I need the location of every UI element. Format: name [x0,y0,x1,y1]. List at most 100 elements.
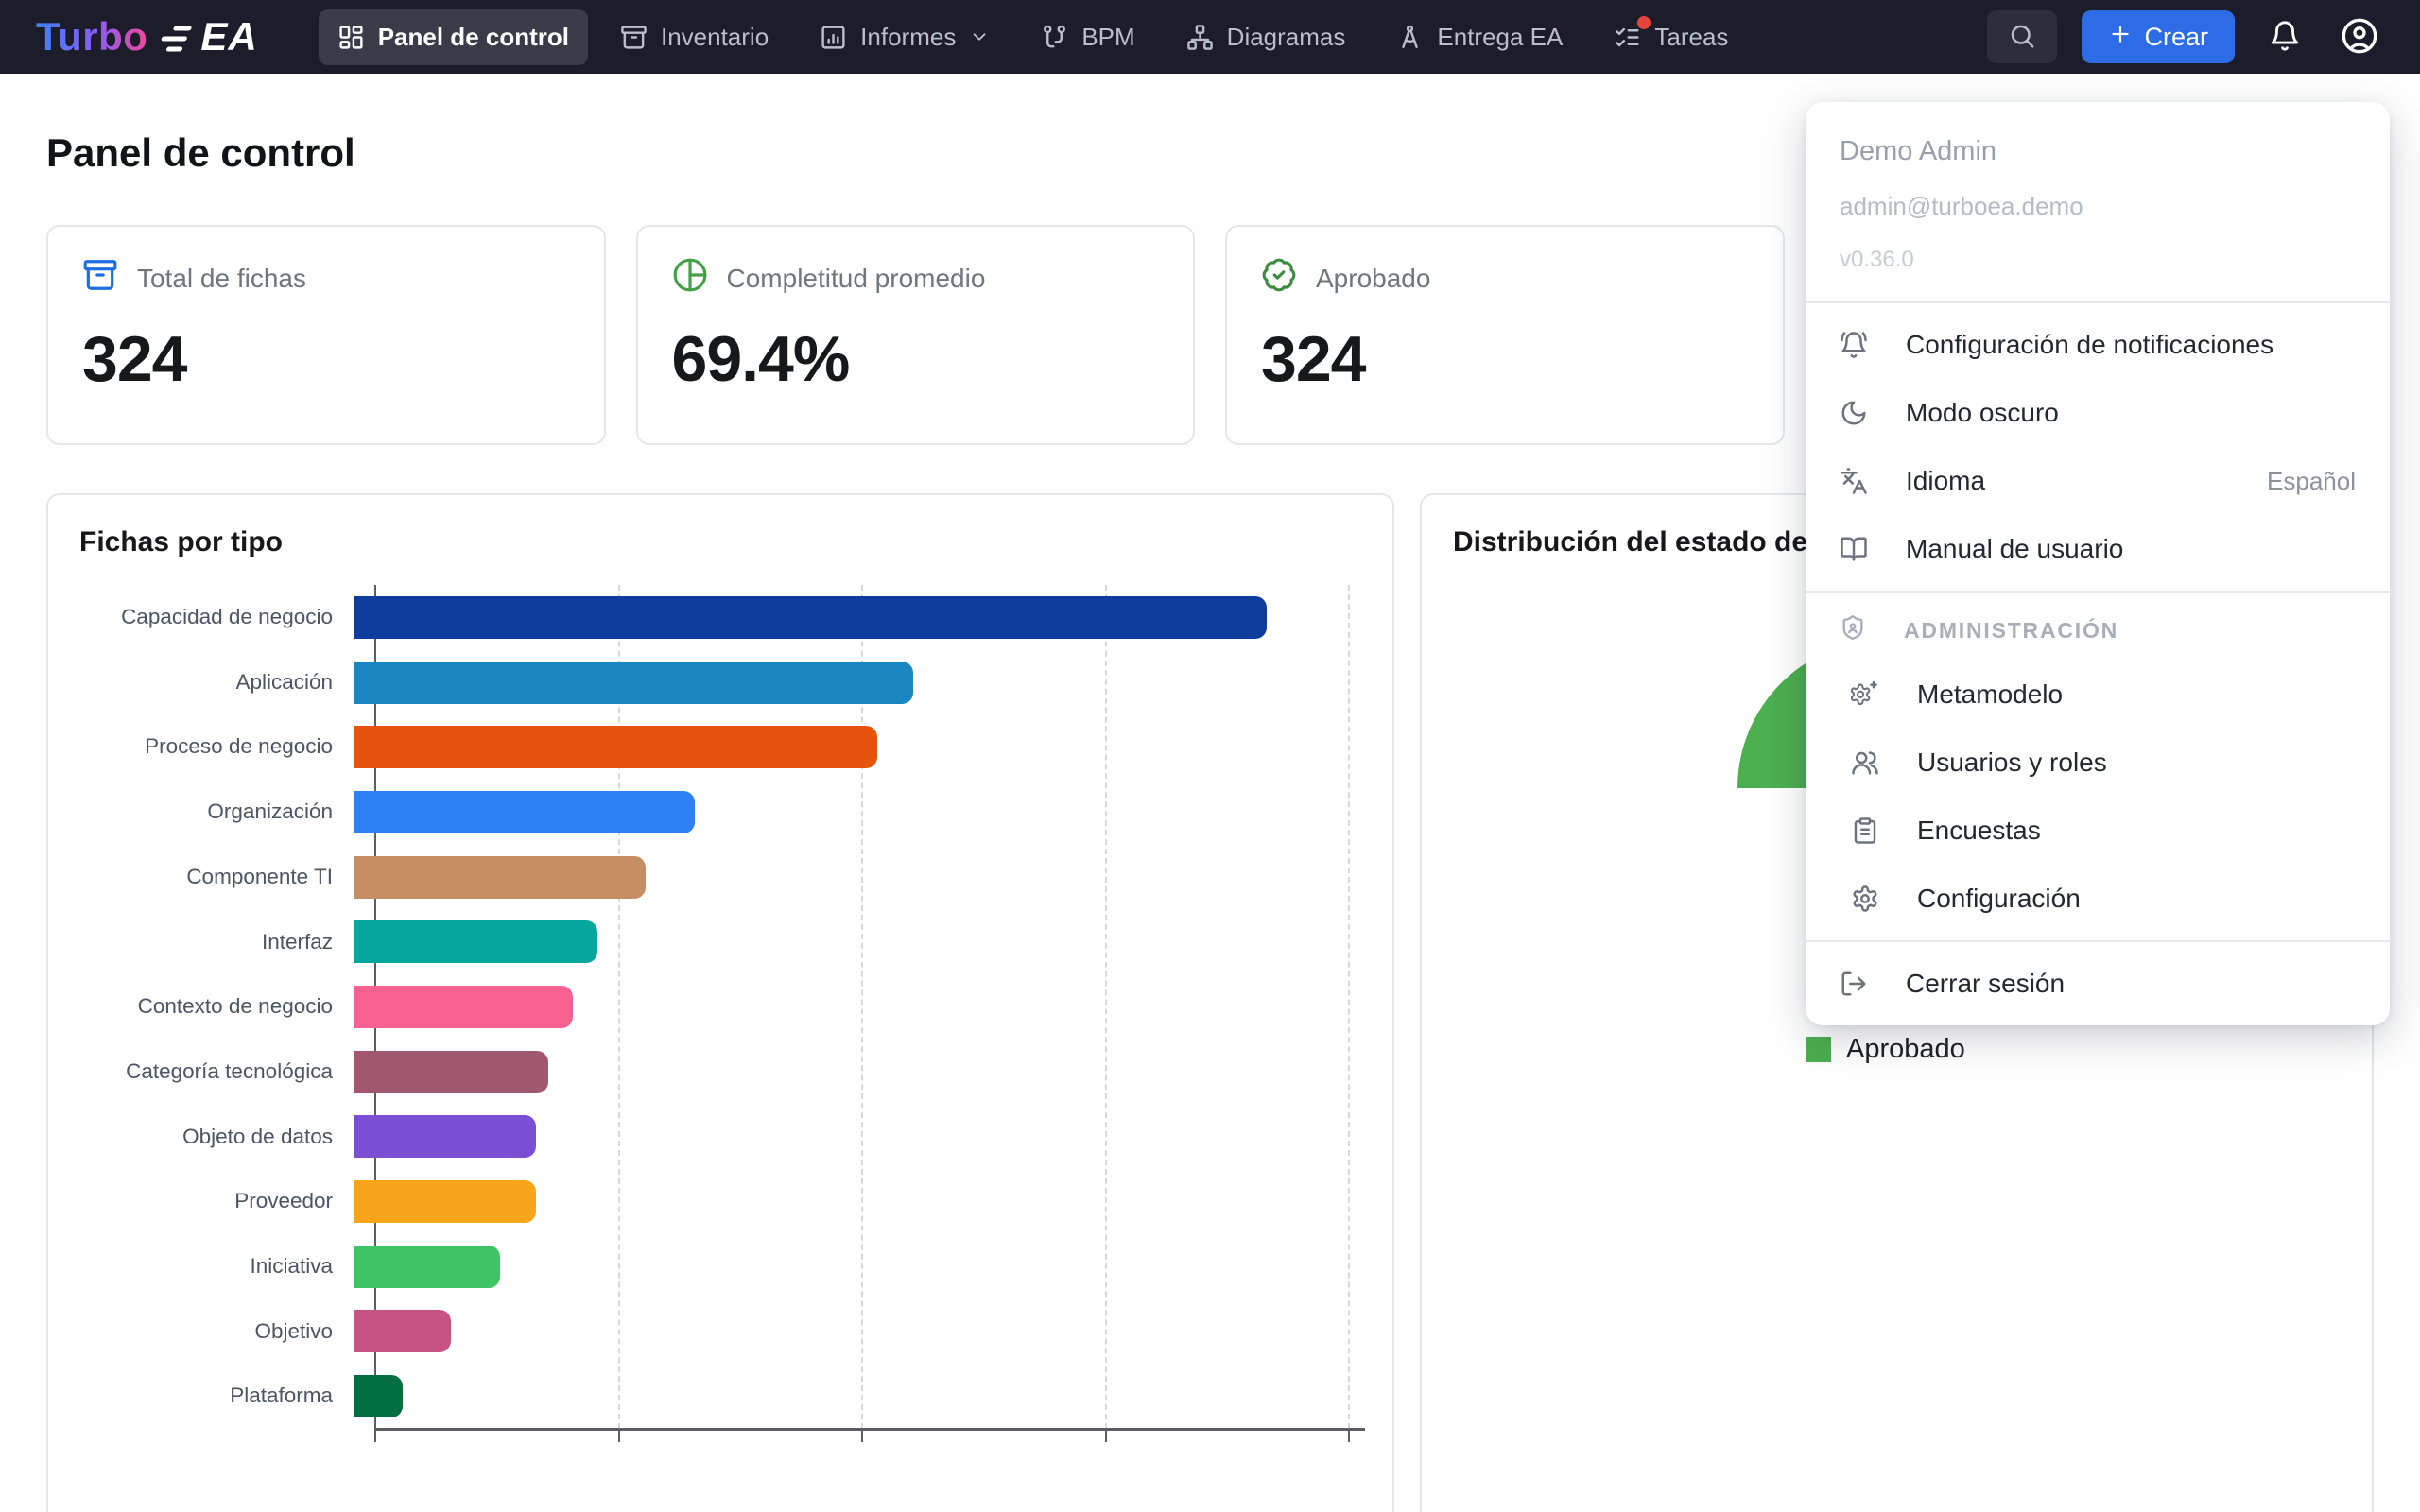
search-button[interactable] [1987,10,2057,63]
menu-item-label: Idioma [1906,466,1985,496]
admin-section: ADMINISTRACIÓN Metamodelo Usuarios y role… [1806,593,2390,940]
bar-row: Contexto de negocio [79,974,1357,1040]
nav-item-label: Inventario [661,23,769,52]
x-axis-tick [374,1431,376,1442]
nav-item-informes[interactable]: Informes [801,9,1009,65]
stat-value: 324 [82,322,570,396]
bar-proceso-de-negocio [354,726,877,768]
bar-category-label: Componente TI [79,865,354,890]
user-menu-button[interactable] [2335,16,2384,59]
logo-text-ea: EA [200,14,257,60]
bar-category-label: Aplicación [79,670,354,696]
shield-user-icon [1840,614,1866,646]
nav-item-inventario[interactable]: Inventario [601,9,787,65]
app-logo[interactable]: Turbo EA [36,14,258,60]
menu-item-cerrar-sesion[interactable]: Cerrar sesión [1806,950,2390,1018]
x-axis-tick [1348,1431,1350,1442]
bar-category-label: Plataforma [79,1383,354,1409]
bar-row: Capacidad de negocio [79,585,1357,650]
bar-track [354,650,1327,715]
bar-track [354,1364,1327,1429]
nav-item-bpm[interactable]: BPM [1022,9,1153,65]
logout-block: Cerrar sesión [1806,942,2390,1025]
bar-category-label: Categoría tecnológica [79,1059,354,1085]
menu-item-label: Modo oscuro [1906,398,2059,428]
menu-item-manual-de-usuario[interactable]: Manual de usuario [1806,515,2390,583]
notifications-button[interactable] [2263,19,2307,56]
stat-label: Completitud promedio [727,264,986,294]
menu-item-label: Encuestas [1917,816,2041,846]
bar-row: Proceso de negocio [79,714,1357,780]
bar-track [354,1169,1327,1234]
logo-speed-lines-icon [157,21,199,59]
legend-item-aprobado[interactable]: Aprobado [1806,1034,1965,1065]
menu-item-label: Configuración de notificaciones [1906,330,2273,360]
bar-track [354,909,1327,974]
book-open-icon [1840,535,1868,563]
bar-track [354,1040,1327,1105]
network-icon [1186,24,1214,51]
create-button[interactable]: Crear [2082,10,2235,63]
nav-item-label: BPM [1081,23,1134,52]
bar-row: Interfaz [79,909,1357,974]
bar-row: Objetivo [79,1299,1357,1365]
stat-label: Total de fichas [137,264,306,294]
stat-card-aprobado: Aprobado 324 [1225,225,1785,445]
bar-row: Plataforma [79,1364,1357,1429]
nav-item-diagramas[interactable]: Diagramas [1167,9,1365,65]
bar-plataforma [354,1375,403,1418]
stat-value: 324 [1261,322,1749,396]
plus-icon [2108,22,2133,53]
navbar-right: Crear [1970,10,2384,63]
nav-item-label: Tareas [1654,23,1728,52]
menu-item-metamodelo[interactable]: Metamodelo [1806,661,2390,729]
bar-row: Categoría tecnológica [79,1040,1357,1105]
compass-icon [1396,24,1424,51]
app-screen: Turbo EA Panel de control Inventario Infor… [0,0,2420,1512]
bar-chart-title: Fichas por tipo [79,526,1361,558]
menu-item-label: Configuración [1917,884,2081,914]
workflow-icon [1041,24,1068,51]
top-navbar: Turbo EA Panel de control Inventario Infor… [0,0,2420,74]
bar-track [354,1234,1327,1299]
moon-icon [1840,399,1868,427]
menu-item-idioma[interactable]: IdiomaEspañol [1806,447,2390,515]
user-menu-items: Configuración de notificaciones Modo oscu… [1806,303,2390,591]
bar-category-label: Objetivo [79,1319,354,1345]
search-icon [2008,22,2036,53]
bar-chart-plot: Capacidad de negocio Aplicación Proceso de… [79,585,1357,1429]
menu-item-label: Usuarios y roles [1917,747,2107,778]
bar-contexto-de-negocio [354,986,573,1028]
bar-track [354,714,1327,780]
bar-track [354,1105,1327,1170]
menu-item-encuestas[interactable]: Encuestas [1806,797,2390,865]
stat-label: Aprobado [1316,264,1430,294]
list-checks-icon [1614,24,1641,51]
bar-row: Organización [79,780,1357,845]
menu-item-configuraci-n[interactable]: Configuración [1806,865,2390,933]
bar-row: Proveedor [79,1169,1357,1234]
nav-item-label: Entrega EA [1437,23,1563,52]
bar-category-label: Proveedor [79,1189,354,1214]
bar-chart-card: Fichas por tipo Capacidad de negocio Apli… [46,493,1394,1512]
archive-icon [82,257,118,300]
admin-section-header: ADMINISTRACIÓN [1806,600,2390,661]
legend-swatch-aprobado [1806,1037,1831,1062]
bar-categor-a-tecnol-gica [354,1051,548,1093]
log-out-icon [1840,970,1868,998]
nav-item-entrega-ea[interactable]: Entrega EA [1377,9,1582,65]
chart-pie-icon [672,257,708,300]
nav-item-tareas[interactable]: Tareas [1595,9,1747,65]
bar-chart-rows: Capacidad de negocio Aplicación Proceso de… [79,585,1357,1429]
menu-item-configuraci-n-de-notificaciones[interactable]: Configuración de notificaciones [1806,311,2390,379]
bar-track [354,974,1327,1040]
bar-objeto-de-datos [354,1115,536,1158]
gear-icon [1851,885,1879,913]
menu-item-modo-oscuro[interactable]: Modo oscuro [1806,379,2390,447]
badge-check-icon [1261,257,1297,300]
menu-item-label: Metamodelo [1917,679,2063,710]
bar-category-label: Capacidad de negocio [79,605,354,630]
menu-item-usuarios-y-roles[interactable]: Usuarios y roles [1806,729,2390,797]
nav-item-panel-de-control[interactable]: Panel de control [319,9,588,65]
bar-track [354,780,1327,845]
